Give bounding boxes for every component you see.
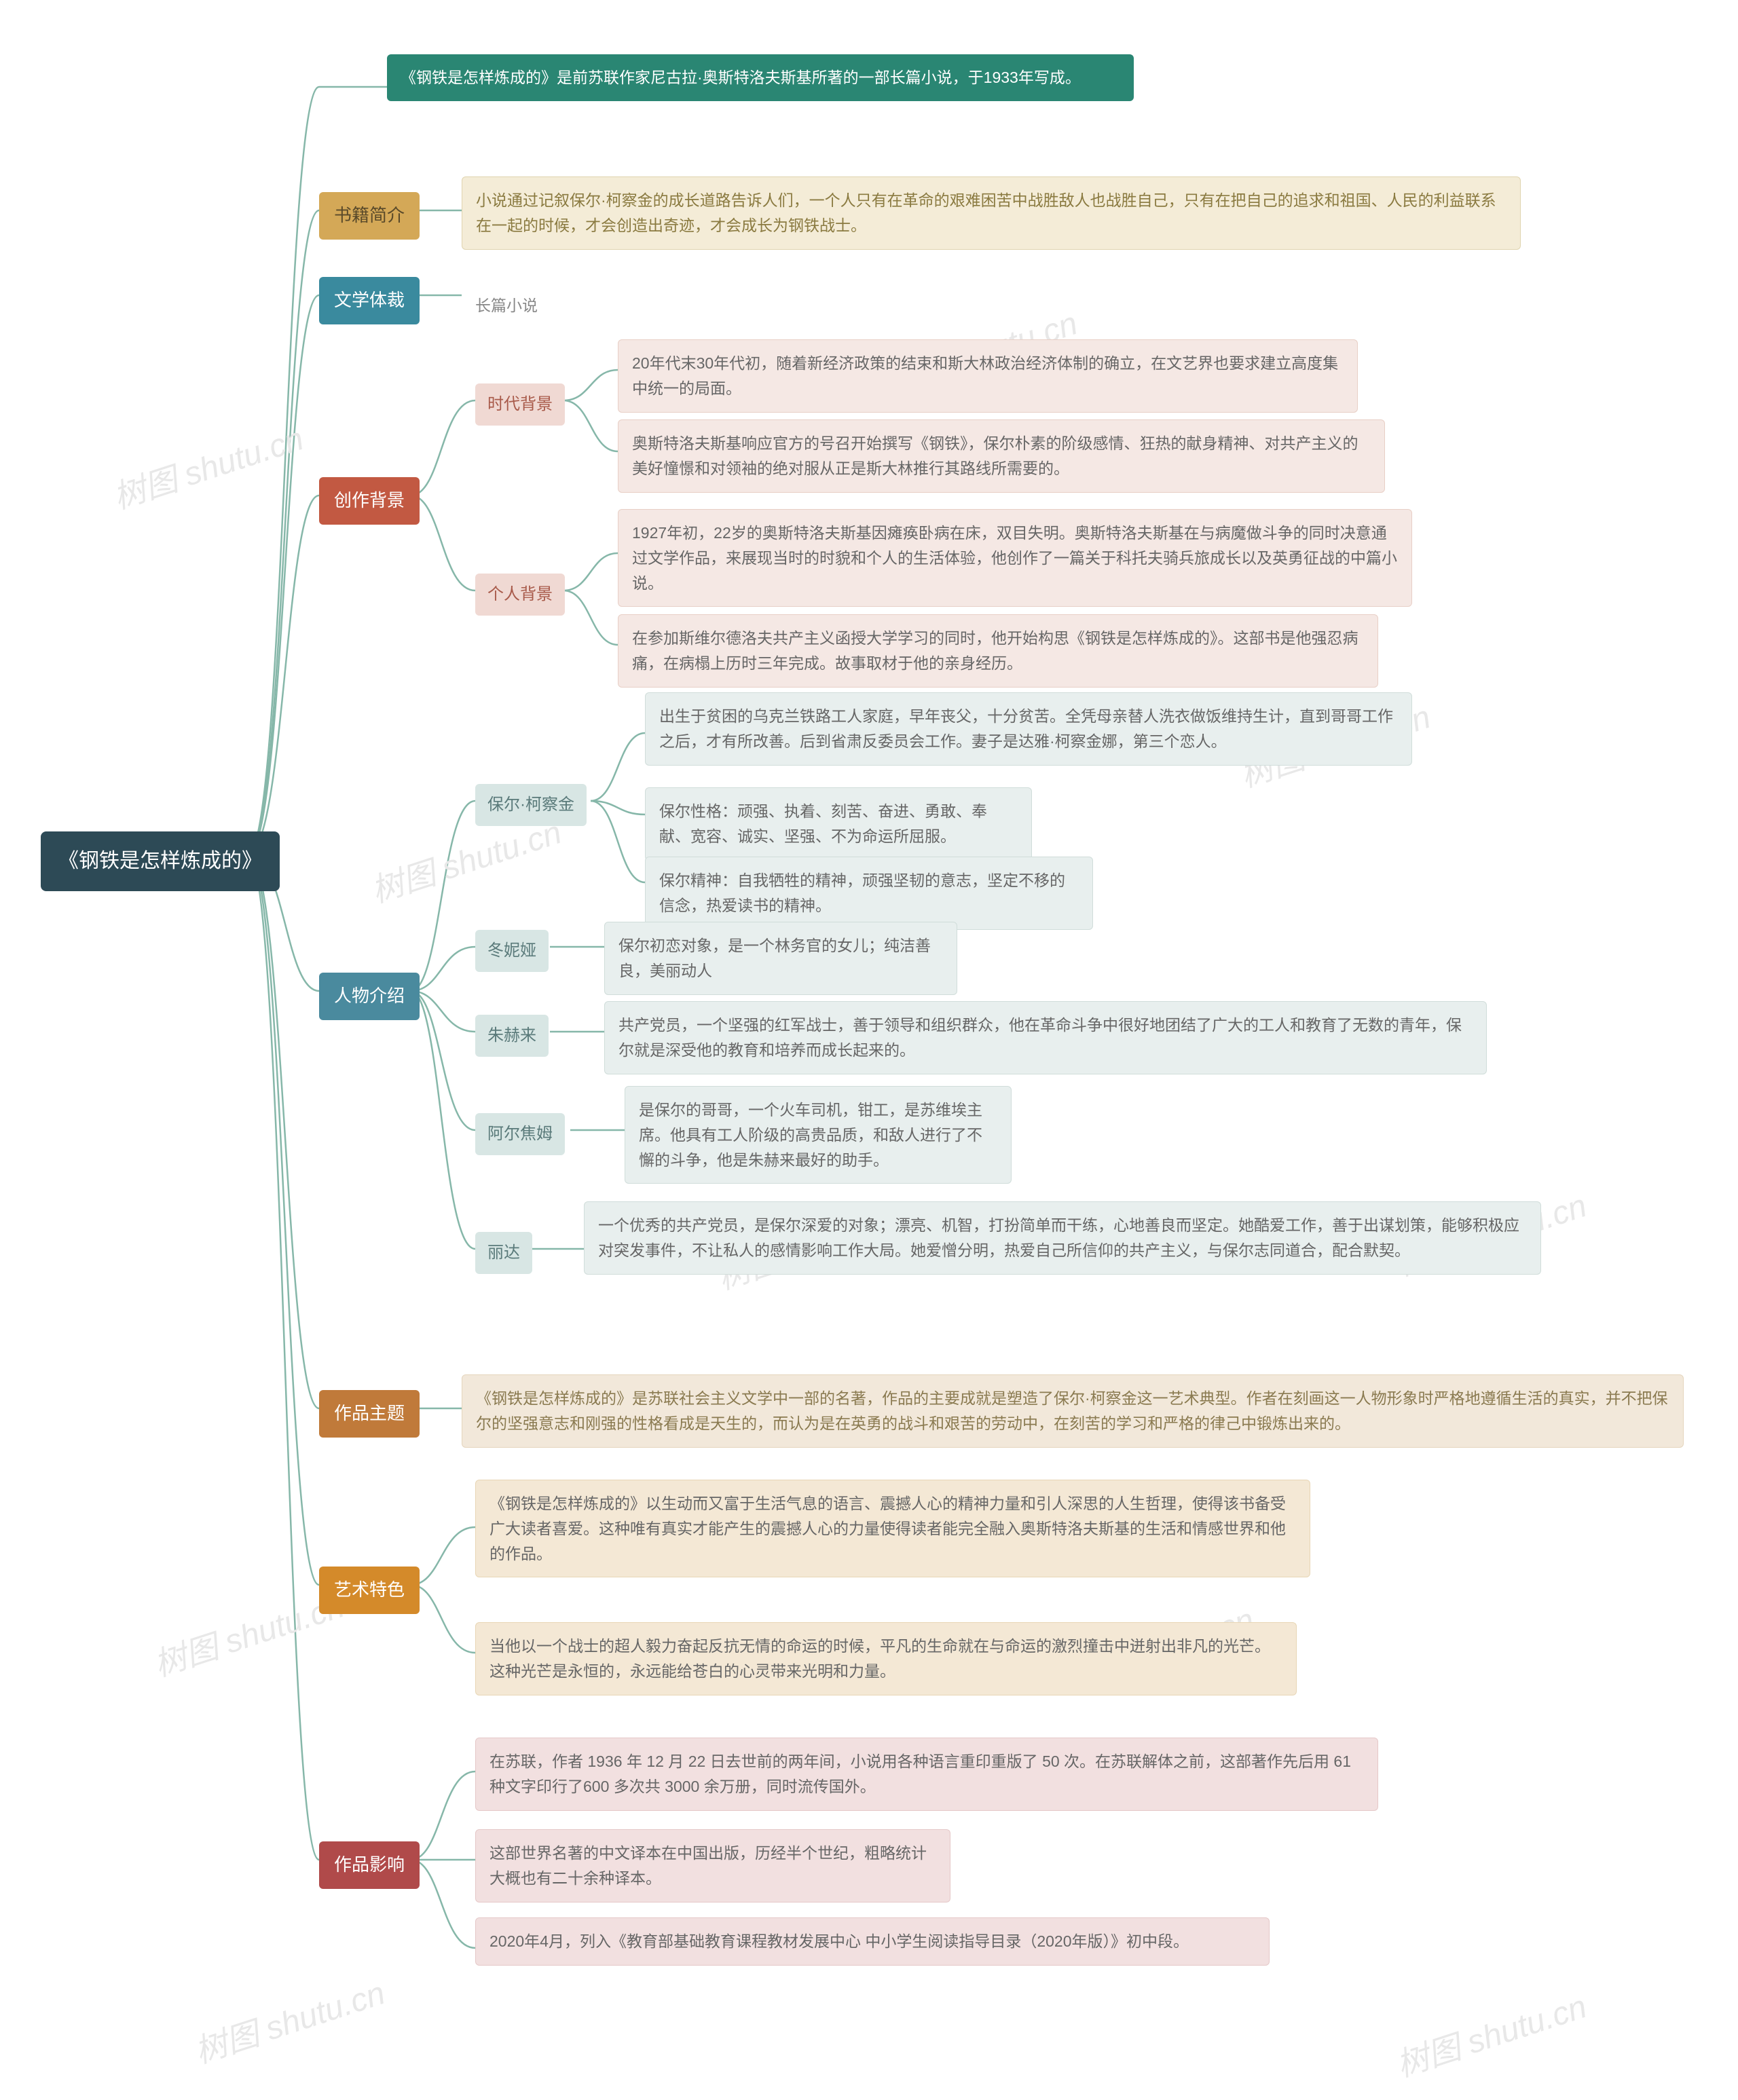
leaf-art-1-text: 当他以一个战士的超人毅力奋起反抗无情的命运的时候，平凡的生命就在与命运的激烈撞击… xyxy=(489,1637,1270,1680)
branch-genre-label: 文学体裁 xyxy=(334,290,405,310)
branch-art[interactable]: 艺术特色 xyxy=(319,1567,420,1614)
leaf-era-1[interactable]: 奥斯特洛夫斯基响应官方的号召开始撰写《钢铁》，保尔朴素的阶级感情、狂热的献身精神… xyxy=(618,419,1385,493)
leaf-book-intro[interactable]: 小说通过记叙保尔·柯察金的成长道路告诉人们，一个人只有在革命的艰难困苦中战胜敌人… xyxy=(462,176,1521,250)
branch-book-intro-label: 书籍简介 xyxy=(334,205,405,225)
leaf-art-1[interactable]: 当他以一个战士的超人毅力奋起反抗无情的命运的时候，平凡的生命就在与命运的激烈撞击… xyxy=(475,1622,1297,1695)
sub-altem[interactable]: 阿尔焦姆 xyxy=(475,1113,565,1155)
leaf-personal-1-text: 在参加斯维尔德洛夫共产主义函授大学学习的同时，他开始构思《钢铁是怎样炼成的》。这… xyxy=(632,629,1358,672)
leaf-paul-0-text: 出生于贫困的乌克兰铁路工人家庭，早年丧父，十分贫苦。全凭母亲替人洗衣做饭维持生计… xyxy=(659,707,1393,750)
leaf-paul-1-text: 保尔性格：顽强、执着、刻苦、奋进、勇敢、奉献、宽容、诚实、坚强、不为命运所屈服。 xyxy=(659,802,987,845)
leaf-zhulai-0[interactable]: 共产党员，一个坚强的红军战士，善于领导和组织群众，他在革命斗争中很好地团结了广大… xyxy=(604,1001,1487,1074)
root-label: 《钢铁是怎样炼成的》 xyxy=(58,850,262,872)
leaf-era-0[interactable]: 20年代末30年代初，随着新经济政策的结束和斯大林政治经济体制的确立，在文艺界也… xyxy=(618,339,1358,413)
leaf-impact-2[interactable]: 2020年4月，列入《教育部基础教育课程教材发展中心 中小学生阅读指导目录（20… xyxy=(475,1917,1270,1966)
sub-era-label: 时代背景 xyxy=(487,395,553,413)
leaf-theme[interactable]: 《钢铁是怎样炼成的》是苏联社会主义文学中一部的名著，作品的主要成就是塑造了保尔·… xyxy=(462,1374,1684,1448)
branch-impact[interactable]: 作品影响 xyxy=(319,1841,420,1889)
leaf-genre-text: 长篇小说 xyxy=(475,297,538,314)
branch-book-intro[interactable]: 书籍简介 xyxy=(319,192,420,240)
leaf-tonya-0[interactable]: 保尔初恋对象，是一个林务官的女儿；纯洁善良，美丽动人 xyxy=(604,922,957,995)
leaf-paul-1[interactable]: 保尔性格：顽强、执着、刻苦、奋进、勇敢、奉献、宽容、诚实、坚强、不为命运所屈服。 xyxy=(645,787,1032,861)
branch-theme[interactable]: 作品主题 xyxy=(319,1390,420,1438)
branch-art-label: 艺术特色 xyxy=(334,1579,405,1600)
root-node[interactable]: 《钢铁是怎样炼成的》 xyxy=(41,831,280,891)
leaf-paul-2[interactable]: 保尔精神：自我牺牲的精神，顽强坚韧的意志，坚定不移的信念，热爱读书的精神。 xyxy=(645,857,1093,930)
sub-personal-label: 个人背景 xyxy=(487,585,553,603)
leaf-paul-2-text: 保尔精神：自我牺牲的精神，顽强坚韧的意志，坚定不移的信念，热爱读书的精神。 xyxy=(659,871,1065,914)
leaf-personal-1[interactable]: 在参加斯维尔德洛夫共产主义函授大学学习的同时，他开始构思《钢铁是怎样炼成的》。这… xyxy=(618,614,1378,688)
sub-zhulai[interactable]: 朱赫来 xyxy=(475,1015,549,1057)
leaf-impact-2-text: 2020年4月，列入《教育部基础教育课程教材发展中心 中小学生阅读指导目录（20… xyxy=(489,1932,1189,1950)
leaf-personal-0-text: 1927年初，22岁的奥斯特洛夫斯基因瘫痪卧病在床，双目失明。奥斯特洛夫斯基在与… xyxy=(632,524,1397,592)
leaf-lida-0-text: 一个优秀的共产党员，是保尔深爱的对象；漂亮、机智，打扮简单而干练，心地善良而坚定… xyxy=(598,1216,1519,1259)
intro-banner-text: 《钢铁是怎样炼成的》是前苏联作家尼古拉·奥斯特洛夫斯基所著的一部长篇小说，于19… xyxy=(401,69,1081,86)
leaf-impact-0[interactable]: 在苏联，作者 1936 年 12 月 22 日去世前的两年间，小说用各种语言重印… xyxy=(475,1738,1378,1811)
mindmap-canvas: 树图 shutu.cn 树图 shutu.cn 树图 shutu.cn 树图 s… xyxy=(0,0,1738,2100)
leaf-tonya-0-text: 保尔初恋对象，是一个林务官的女儿；纯洁善良，美丽动人 xyxy=(618,937,931,979)
leaf-impact-1-text: 这部世界名著的中文译本在中国出版，历经半个世纪，粗略统计大概也有二十余种译本。 xyxy=(489,1844,927,1887)
leaf-paul-0[interactable]: 出生于贫困的乌克兰铁路工人家庭，早年丧父，十分贫苦。全凭母亲替人洗衣做饭维持生计… xyxy=(645,692,1412,766)
leaf-personal-0[interactable]: 1927年初，22岁的奥斯特洛夫斯基因瘫痪卧病在床，双目失明。奥斯特洛夫斯基在与… xyxy=(618,509,1412,607)
branch-background-label: 创作背景 xyxy=(334,490,405,510)
intro-banner[interactable]: 《钢铁是怎样炼成的》是前苏联作家尼古拉·奥斯特洛夫斯基所著的一部长篇小说，于19… xyxy=(387,54,1134,101)
leaf-book-intro-text: 小说通过记叙保尔·柯察金的成长道路告诉人们，一个人只有在革命的艰难困苦中战胜敌人… xyxy=(476,191,1496,234)
watermark: 树图 shutu.cn xyxy=(106,412,308,518)
branch-genre[interactable]: 文学体裁 xyxy=(319,277,420,324)
sub-tonya[interactable]: 冬妮娅 xyxy=(475,930,549,972)
leaf-art-0-text: 《钢铁是怎样炼成的》以生动而又富于生活气息的语言、震撼人心的精神力量和引人深思的… xyxy=(489,1495,1286,1562)
leaf-zhulai-0-text: 共产党员，一个坚强的红军战士，善于领导和组织群众，他在革命斗争中很好地团结了广大… xyxy=(618,1016,1462,1059)
leaf-era-0-text: 20年代末30年代初，随着新经济政策的结束和斯大林政治经济体制的确立，在文艺界也… xyxy=(632,354,1338,397)
leaf-altem-0-text: 是保尔的哥哥，一个火车司机，钳工，是苏维埃主席。他具有工人阶级的高贵品质，和敌人… xyxy=(639,1101,982,1169)
branch-theme-label: 作品主题 xyxy=(334,1403,405,1423)
sub-paul[interactable]: 保尔·柯察金 xyxy=(475,784,587,826)
branch-characters-label: 人物介绍 xyxy=(334,986,405,1006)
leaf-art-0[interactable]: 《钢铁是怎样炼成的》以生动而又富于生活气息的语言、震撼人心的精神力量和引人深思的… xyxy=(475,1480,1310,1577)
leaf-genre[interactable]: 长篇小说 xyxy=(462,284,551,328)
sub-zhulai-label: 朱赫来 xyxy=(487,1026,536,1045)
sub-altem-label: 阿尔焦姆 xyxy=(487,1125,553,1143)
sub-personal[interactable]: 个人背景 xyxy=(475,574,565,616)
branch-background[interactable]: 创作背景 xyxy=(319,477,420,525)
branch-characters[interactable]: 人物介绍 xyxy=(319,973,420,1020)
leaf-impact-0-text: 在苏联，作者 1936 年 12 月 22 日去世前的两年间，小说用各种语言重印… xyxy=(489,1752,1351,1795)
sub-paul-label: 保尔·柯察金 xyxy=(487,795,574,814)
watermark: 树图 shutu.cn xyxy=(1389,1980,1591,2086)
sub-lida-label: 丽达 xyxy=(487,1243,520,1262)
sub-tonya-label: 冬妮娅 xyxy=(487,941,536,960)
sub-era[interactable]: 时代背景 xyxy=(475,383,565,426)
sub-lida[interactable]: 丽达 xyxy=(475,1232,532,1274)
leaf-era-1-text: 奥斯特洛夫斯基响应官方的号召开始撰写《钢铁》，保尔朴素的阶级感情、狂热的献身精神… xyxy=(632,434,1358,477)
leaf-impact-1[interactable]: 这部世界名著的中文译本在中国出版，历经半个世纪，粗略统计大概也有二十余种译本。 xyxy=(475,1829,950,1902)
leaf-lida-0[interactable]: 一个优秀的共产党员，是保尔深爱的对象；漂亮、机智，打扮简单而干练，心地善良而坚定… xyxy=(584,1201,1541,1275)
leaf-altem-0[interactable]: 是保尔的哥哥，一个火车司机，钳工，是苏维埃主席。他具有工人阶级的高贵品质，和敌人… xyxy=(625,1086,1012,1184)
leaf-theme-text: 《钢铁是怎样炼成的》是苏联社会主义文学中一部的名著，作品的主要成就是塑造了保尔·… xyxy=(476,1389,1668,1432)
branch-impact-label: 作品影响 xyxy=(334,1854,405,1875)
watermark: 树图 shutu.cn xyxy=(187,1966,390,2072)
